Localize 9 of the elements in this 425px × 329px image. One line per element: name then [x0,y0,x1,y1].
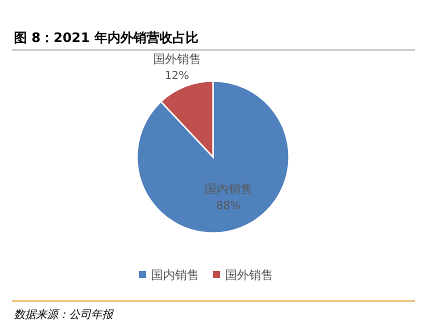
slice-label: 国内销售 [204,182,252,196]
source-note: 数据来源：公司年报 [14,308,114,321]
pie-slice [136,80,290,234]
chart-title: 图 8：2021 年内外销营收占比 [14,30,198,46]
data-label: 12% [164,68,190,82]
slice-label: 国外销售 [152,52,201,66]
legend-label: 国外销售 [225,268,273,282]
data-label: 88% [216,198,241,212]
legend-label: 国内销售 [151,268,199,282]
